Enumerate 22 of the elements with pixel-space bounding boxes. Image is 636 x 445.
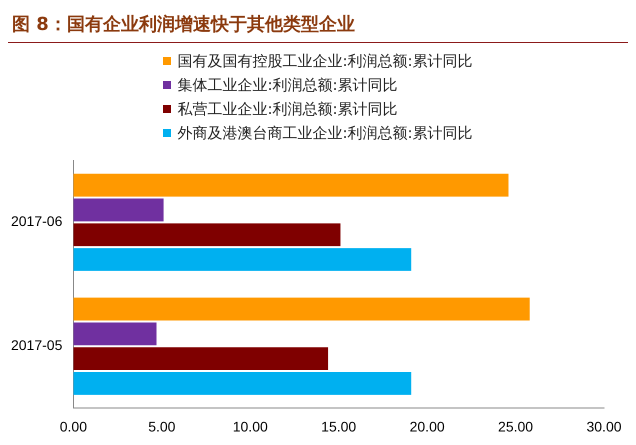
bar <box>73 223 340 246</box>
bar <box>73 248 412 271</box>
bar <box>73 298 530 320</box>
bar <box>73 198 164 222</box>
y-tick-label: 2017-06 <box>10 213 63 230</box>
x-tick-label: 25.00 <box>498 418 534 434</box>
chart-title: 图 8：国有企业利润增速快于其他类型企业 <box>8 8 628 43</box>
y-tick-label: 2017-05 <box>10 337 63 354</box>
bar <box>73 322 157 346</box>
x-tick-label: 10.00 <box>232 418 268 434</box>
legend-label: 国有及国有控股工业企业:利润总额:累计同比 <box>177 51 473 72</box>
legend-label: 外商及港澳台商工业企业:利润总额:累计同比 <box>177 123 473 144</box>
bar <box>73 372 412 395</box>
x-tick-label: 20.00 <box>410 418 445 434</box>
bar <box>73 347 328 370</box>
legend-label: 集体工业企业:利润总额:累计同比 <box>177 75 398 96</box>
x-tick-label: 5.00 <box>148 418 176 434</box>
legend-label: 私营工业企业:利润总额:累计同比 <box>177 99 398 120</box>
x-tick-label: 15.00 <box>321 418 356 434</box>
bar <box>73 174 508 197</box>
x-tick-label: 30.00 <box>586 418 622 434</box>
x-tick-label: 0.00 <box>60 418 88 434</box>
